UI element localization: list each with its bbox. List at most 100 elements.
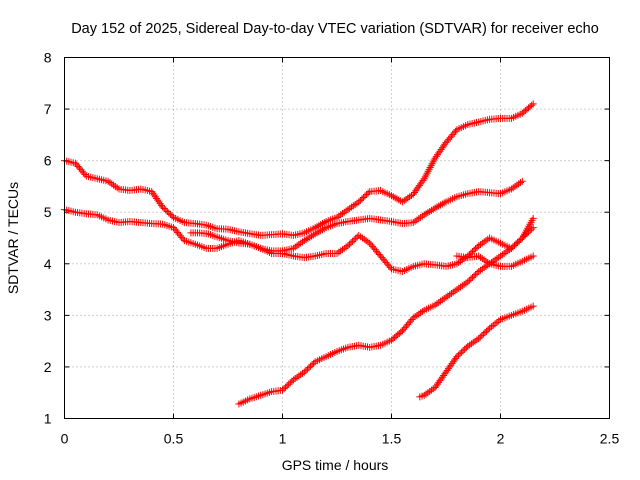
data-point	[480, 256, 488, 264]
data-point	[310, 359, 318, 367]
data-point	[355, 231, 363, 239]
data-point	[438, 296, 446, 304]
data-point	[504, 247, 512, 255]
data-point	[456, 350, 464, 358]
x-tick-label: 1.5	[382, 431, 402, 447]
data-point	[470, 272, 478, 280]
data-point	[513, 181, 521, 189]
data-point	[344, 206, 352, 214]
data-point	[528, 225, 536, 233]
data-point	[427, 206, 435, 214]
data-point	[435, 202, 443, 210]
data-point	[449, 288, 457, 296]
data-point	[517, 235, 525, 243]
data-point	[307, 362, 315, 370]
data-point	[411, 217, 419, 225]
data-point	[302, 367, 310, 375]
data-point	[300, 368, 308, 376]
data-point	[433, 300, 441, 308]
chart-title: Day 152 of 2025, Sidereal Day-to-day VTE…	[71, 21, 599, 37]
data-point	[465, 276, 473, 284]
data-point	[453, 260, 461, 268]
series-sat-a	[61, 100, 537, 239]
data-point	[344, 242, 352, 250]
data-point	[478, 265, 486, 273]
data-point	[361, 192, 369, 200]
data-point	[351, 200, 359, 208]
data-point	[429, 385, 437, 393]
data-point	[507, 244, 515, 252]
data-point	[461, 345, 469, 353]
data-point	[526, 227, 534, 235]
data-point	[457, 257, 465, 265]
data-point	[165, 209, 173, 217]
data-point	[480, 264, 488, 272]
data-point	[333, 249, 341, 257]
data-point	[482, 327, 490, 335]
data-point	[81, 171, 89, 179]
data-point	[518, 177, 526, 185]
data-point	[335, 212, 343, 220]
data-point	[469, 338, 477, 346]
data-point	[475, 252, 483, 260]
y-tick-label: 1	[44, 411, 52, 427]
data-point	[419, 176, 427, 184]
data-point	[364, 189, 372, 197]
data-point	[523, 230, 531, 238]
data-point	[447, 289, 455, 297]
data-point	[489, 321, 497, 329]
data-point	[486, 324, 494, 332]
data-point	[113, 184, 121, 192]
data-point	[302, 235, 310, 243]
data-point	[417, 213, 425, 221]
data-point	[521, 231, 529, 239]
data-point	[359, 193, 367, 201]
data-point	[440, 295, 448, 303]
data-point	[482, 257, 490, 265]
data-point	[459, 347, 467, 355]
data-point	[311, 230, 319, 238]
data-point	[289, 376, 297, 384]
data-point	[340, 244, 348, 252]
data-point	[475, 268, 483, 276]
data-point	[413, 216, 421, 224]
data-point	[408, 316, 416, 324]
data-point	[356, 196, 364, 204]
data-point	[347, 239, 355, 247]
data-point	[364, 238, 372, 246]
data-point	[308, 232, 316, 240]
data-point	[388, 192, 395, 200]
data-point	[528, 101, 536, 109]
data-point	[402, 195, 410, 203]
data-point	[409, 219, 417, 227]
data-point	[308, 361, 316, 369]
data-point	[440, 199, 448, 207]
data-point	[320, 219, 328, 227]
data-point	[337, 247, 345, 255]
data-point	[415, 310, 423, 318]
data-point	[495, 317, 503, 325]
data-point	[317, 221, 325, 229]
data-point	[360, 235, 368, 243]
data-point	[511, 241, 519, 249]
data-point	[350, 236, 358, 244]
x-tick-label: 0.5	[164, 431, 184, 447]
data-point	[516, 179, 524, 187]
data-point	[179, 235, 187, 243]
data-point	[453, 286, 461, 294]
plot-frame	[64, 57, 610, 419]
data-point	[333, 213, 341, 221]
data-point	[493, 255, 501, 263]
data-point	[352, 234, 360, 242]
data-point	[429, 205, 437, 213]
data-point	[466, 341, 474, 349]
data-point	[337, 211, 345, 219]
data-point	[363, 191, 371, 199]
data-point	[413, 311, 421, 319]
data-point	[529, 252, 537, 260]
data-point	[305, 364, 313, 372]
data-point	[472, 245, 480, 253]
x-axis-label: GPS time / hours	[282, 457, 389, 473]
data-point	[477, 240, 485, 248]
